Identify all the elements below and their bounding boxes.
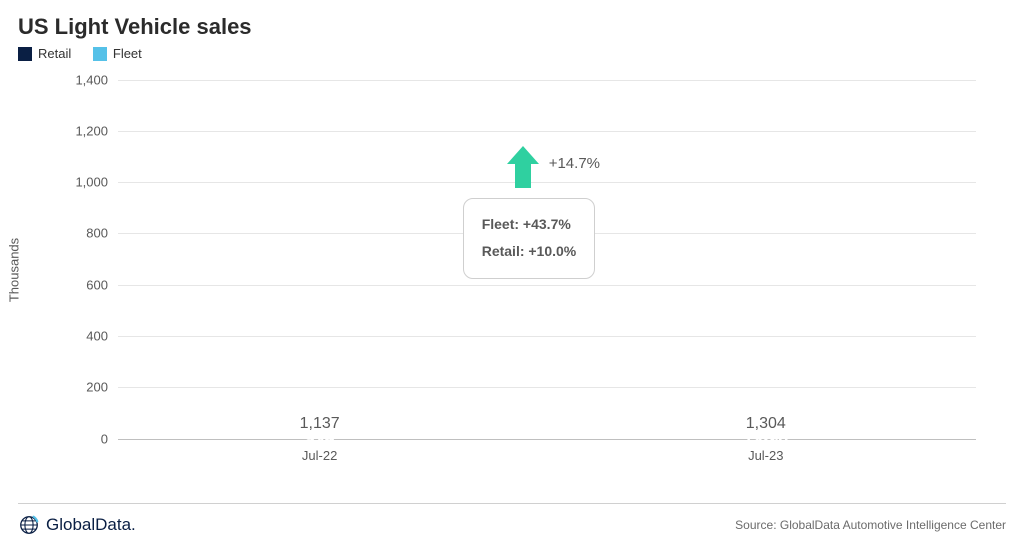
- y-tick: 400: [86, 328, 108, 343]
- gridline: [118, 131, 976, 132]
- gridline: [118, 182, 976, 183]
- legend-item-retail: Retail: [18, 46, 71, 61]
- up-arrow-icon: [505, 144, 541, 192]
- delta-total: +14.7%: [549, 155, 600, 172]
- footer: GlobalData. Source: GlobalData Automotiv…: [18, 503, 1006, 536]
- y-tick: 1,400: [75, 72, 108, 87]
- gridline: [118, 285, 976, 286]
- legend: Retail Fleet: [18, 46, 1006, 64]
- y-tick: 0: [101, 431, 108, 446]
- x-tick: Jul-23: [667, 448, 864, 463]
- bar-total: 1,137: [221, 415, 418, 439]
- callout-box: Fleet: +43.7%Retail: +10.0%: [463, 198, 596, 279]
- legend-swatch-fleet: [93, 47, 107, 61]
- legend-label-fleet: Fleet: [113, 46, 142, 61]
- legend-swatch-retail: [18, 47, 32, 61]
- x-tick: Jul-22: [221, 448, 418, 463]
- brand-icon: [18, 514, 40, 536]
- y-tick: 600: [86, 277, 108, 292]
- gridline: [118, 336, 976, 337]
- bar-total: 1,304: [667, 415, 864, 439]
- y-axis-label: Thousands: [7, 237, 22, 301]
- chart: Thousands 02004006008001,0001,2001,40097…: [18, 70, 1006, 470]
- callout-line: Fleet: +43.7%: [482, 211, 577, 238]
- y-tick: 200: [86, 380, 108, 395]
- source-text: Source: GlobalData Automotive Intelligen…: [735, 518, 1006, 532]
- plot-area: 02004006008001,0001,2001,4009781591,137J…: [118, 80, 976, 440]
- gridline: [118, 387, 976, 388]
- legend-item-fleet: Fleet: [93, 46, 142, 61]
- chart-title: US Light Vehicle sales: [18, 14, 1006, 40]
- gridline: [118, 80, 976, 81]
- y-tick: 1,200: [75, 123, 108, 138]
- callout-line: Retail: +10.0%: [482, 238, 577, 265]
- brand: GlobalData.: [18, 514, 136, 536]
- brand-text: GlobalData.: [46, 515, 136, 535]
- legend-label-retail: Retail: [38, 46, 71, 61]
- y-tick: 1,000: [75, 175, 108, 190]
- y-tick: 800: [86, 226, 108, 241]
